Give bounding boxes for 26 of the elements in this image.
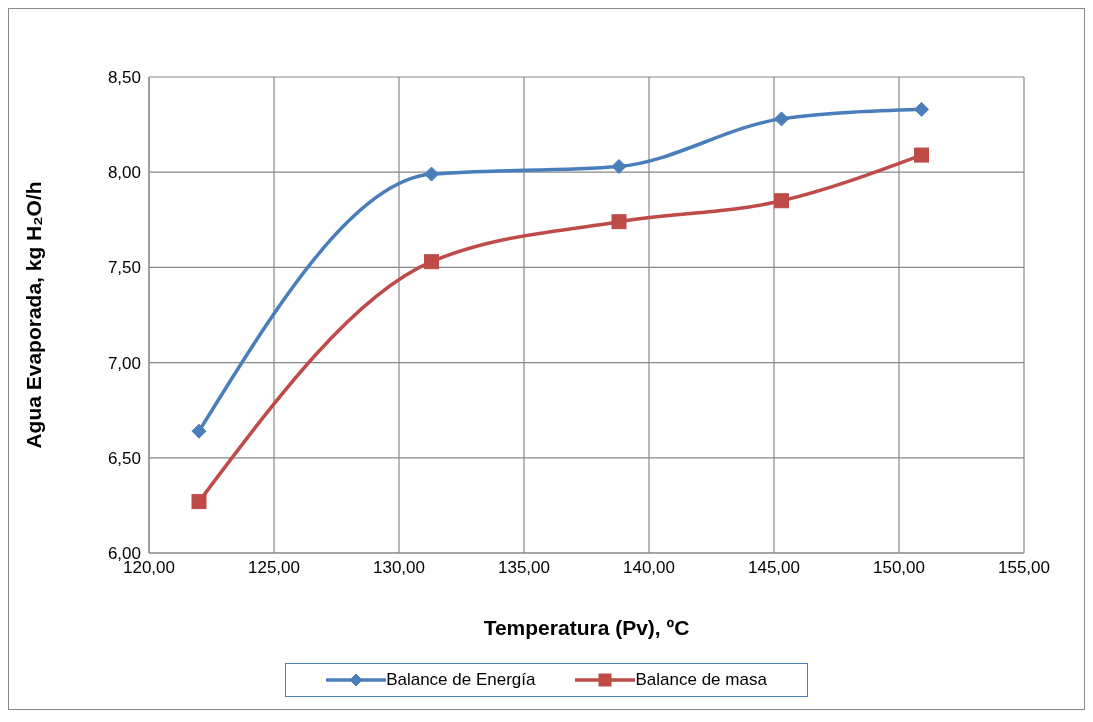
- y-tick-label: 8,00: [107, 163, 141, 183]
- x-tick-label: 145,00: [748, 558, 800, 578]
- y-tick-label: 7,50: [107, 258, 141, 278]
- x-tick-label: 150,00: [873, 558, 925, 578]
- legend-label: Balance de Energía: [386, 670, 536, 690]
- point: [611, 214, 627, 230]
- point: [914, 147, 929, 163]
- x-tick-label: 130,00: [373, 558, 425, 578]
- x-tick-label: 135,00: [498, 558, 550, 578]
- point: [774, 111, 789, 127]
- point: [424, 254, 439, 270]
- y-tick-label: 6,50: [107, 448, 141, 468]
- x-tick-label: 155,00: [998, 558, 1050, 578]
- x-axis-title: Temperatura (Pv), ºC: [483, 616, 690, 639]
- point: [611, 158, 627, 174]
- x-tick-label: 125,00: [248, 558, 300, 578]
- y-axis-title: Agua Evaporada, kg H₂O/h: [22, 181, 46, 449]
- y-tick-label: 8,50: [107, 68, 141, 88]
- point: [191, 423, 207, 439]
- y-tick-label: 7,00: [107, 353, 141, 373]
- point: [424, 166, 439, 182]
- point: [774, 193, 789, 209]
- x-tick-label: 140,00: [623, 558, 675, 578]
- point: [191, 494, 207, 510]
- legend-label: Balance de masa: [635, 670, 767, 690]
- point: [914, 101, 929, 117]
